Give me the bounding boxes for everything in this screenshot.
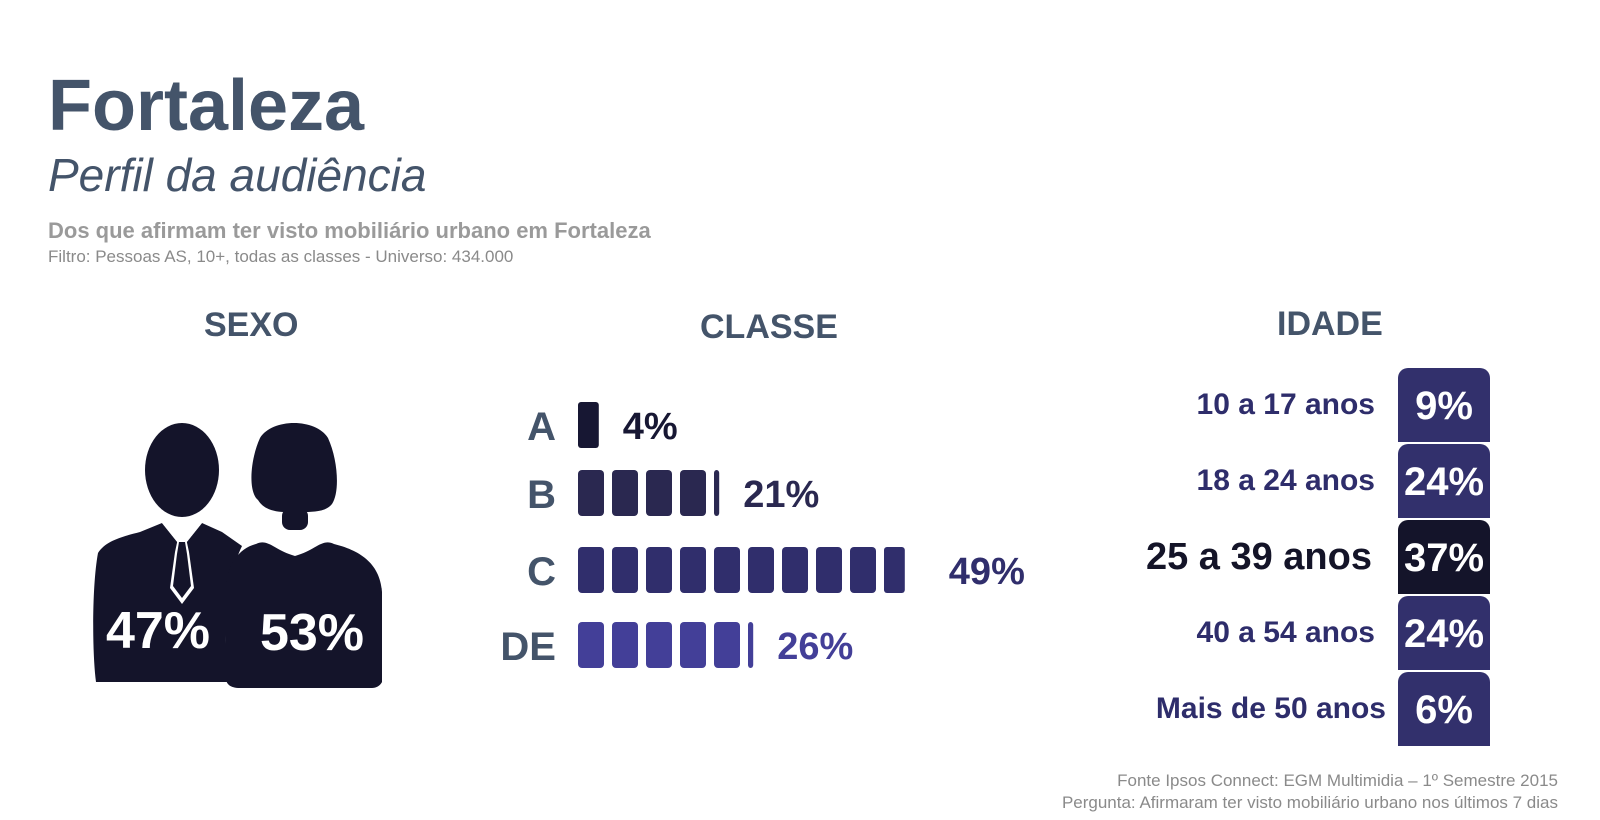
classe-bar-block: [680, 547, 706, 593]
question-text: Pergunta: Afirmaram ter visto mobiliário…: [1061, 793, 1558, 812]
classe-chart: A 4% B 21% C 49% DE 26%: [500, 402, 1025, 669]
idade-row: 18 a 24 anos 24%: [1060, 444, 1490, 518]
classe-bar-block: [680, 470, 706, 516]
classe-category-label: C: [527, 550, 556, 594]
classe-bar-block: [578, 622, 604, 668]
classe-bar-block-partial: [748, 622, 754, 668]
idade-value-box: 24%: [1398, 444, 1490, 518]
classe-bar-block: [612, 622, 638, 668]
classe-category-label: DE: [500, 625, 556, 669]
idade-row: Mais de 50 anos 6%: [1060, 672, 1490, 746]
idade-category-label: 18 a 24 anos: [1196, 464, 1375, 497]
classe-bar-block: [782, 547, 808, 593]
classe-bar-block: [578, 470, 604, 516]
filter-text: Filtro: Pessoas AS, 10+, todas as classe…: [48, 247, 514, 266]
classe-bar-block: [646, 622, 672, 668]
classe-bar-block: [612, 547, 638, 593]
classe-bar-block: [646, 470, 672, 516]
classe-bar-block: [816, 547, 842, 593]
idade-row: 10 a 17 anos 9%: [1060, 368, 1490, 442]
classe-bar-block: [714, 547, 740, 593]
woman-icon: 53%: [226, 423, 382, 688]
source-text: Fonte Ipsos Connect: EGM Multimidia – 1º…: [1117, 771, 1558, 790]
classe-value-label: 49%: [949, 551, 1025, 593]
idade-category-label: Mais de 50 anos: [1155, 692, 1386, 725]
classe-bar-block: [748, 547, 774, 593]
idade-value-box: 24%: [1398, 596, 1490, 670]
classe-value-label: 4%: [623, 406, 678, 448]
idade-category-label: 25 a 39 anos: [1145, 536, 1372, 578]
classe-bar-block: [612, 470, 638, 516]
classe-bar-block-partial: [714, 470, 720, 516]
page-subtitle: Perfil da audiência: [48, 149, 427, 201]
classe-value-label: 21%: [743, 474, 819, 516]
classe-bar-block: [680, 622, 706, 668]
idade-category-label: 10 a 17 anos: [1196, 388, 1375, 421]
idade-value-box: 6%: [1398, 672, 1490, 746]
sexo-chart: 47% 53%: [93, 423, 382, 688]
classe-section-title: CLASSE: [700, 308, 838, 346]
source-footer: Fonte Ipsos Connect: EGM Multimidia – 1º…: [1062, 770, 1558, 814]
page-title: Fortaleza: [48, 66, 365, 146]
classe-category-label: A: [527, 405, 556, 449]
classe-bar-block-partial: [884, 547, 905, 593]
sexo-value-label-homens: 47%: [106, 602, 210, 660]
classe-bar-block: [646, 547, 672, 593]
man-icon: 47%: [93, 423, 242, 682]
idade-row: 40 a 54 anos 24%: [1060, 596, 1490, 670]
classe-bar-block: [714, 622, 740, 668]
classe-category-label: B: [527, 473, 556, 517]
idade-value-box: 9%: [1398, 368, 1490, 442]
classe-bar-block-partial: [578, 402, 599, 448]
sexo-value-label-mulheres: 53%: [260, 604, 364, 662]
idade-section-title: IDADE: [1277, 305, 1383, 343]
idade-category-label: 40 a 54 anos: [1196, 616, 1375, 649]
idade-row: 25 a 39 anos 37%: [1060, 520, 1490, 594]
description-text: Dos que afirmam ter visto mobiliário urb…: [48, 218, 651, 243]
classe-bar-block: [578, 547, 604, 593]
classe-value-label: 26%: [777, 626, 853, 668]
sexo-section-title: SEXO: [204, 306, 299, 344]
idade-value-box: 37%: [1398, 520, 1490, 594]
classe-bar-block: [850, 547, 876, 593]
